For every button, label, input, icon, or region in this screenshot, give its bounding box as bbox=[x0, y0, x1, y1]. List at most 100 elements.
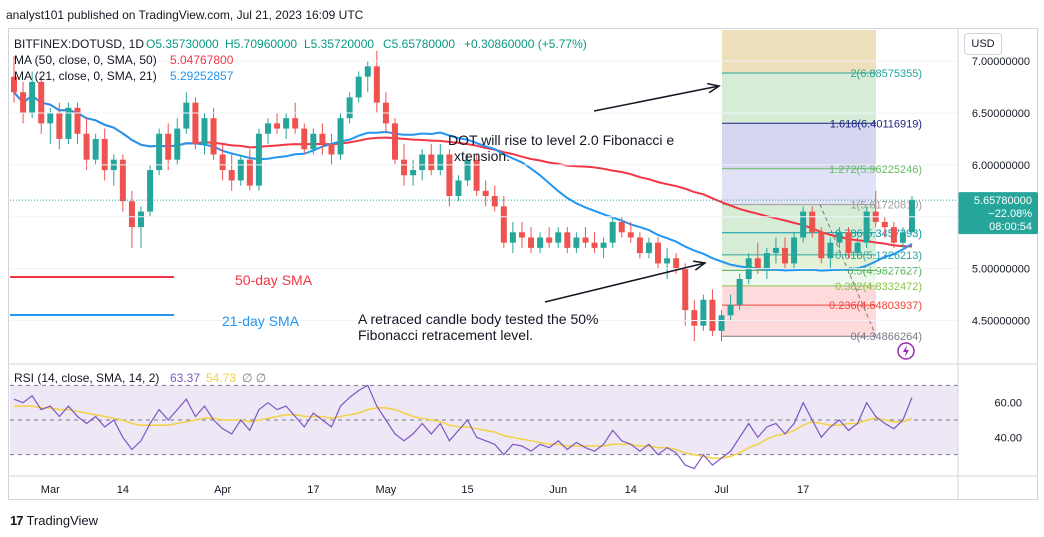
current-price-pct: −22.08% bbox=[988, 208, 1032, 220]
price-axis-label: 6.00000000 bbox=[972, 160, 1030, 172]
candle-body bbox=[56, 113, 63, 139]
rsi-ma-line bbox=[14, 405, 913, 459]
candle-body bbox=[355, 76, 362, 98]
fib-level-label: 0.236(4.64803937) bbox=[829, 300, 922, 312]
candles bbox=[11, 50, 915, 342]
fib-band bbox=[722, 204, 876, 233]
currency-button[interactable]: USD bbox=[964, 33, 1002, 55]
time-axis-label: May bbox=[376, 484, 397, 496]
candle-body bbox=[500, 206, 507, 243]
candle-body bbox=[518, 232, 525, 238]
candle-body bbox=[410, 170, 417, 176]
candle-body bbox=[682, 268, 689, 311]
candle-body bbox=[174, 128, 181, 160]
time-axis-label: 17 bbox=[307, 484, 319, 496]
candle-body bbox=[83, 133, 90, 160]
candle-body bbox=[863, 211, 870, 243]
candle-body bbox=[437, 154, 444, 171]
candle-body bbox=[727, 304, 734, 316]
candle-body bbox=[165, 133, 172, 160]
rsi-axis-label: 60.00 bbox=[994, 398, 1022, 410]
candle-body bbox=[655, 242, 662, 264]
candle-body bbox=[736, 279, 743, 305]
candle-body bbox=[691, 310, 698, 326]
candle-body bbox=[899, 232, 906, 243]
candle-body bbox=[627, 232, 634, 238]
candle-body bbox=[482, 190, 489, 196]
fib-band bbox=[722, 270, 876, 286]
candle-body bbox=[65, 107, 72, 139]
candle-body bbox=[264, 123, 271, 134]
candle-body bbox=[800, 211, 807, 238]
candle-body bbox=[29, 81, 36, 113]
fib-level-label: 2(6.88575355) bbox=[850, 68, 922, 80]
arrow-to-extension-head bbox=[707, 82, 721, 94]
top-bar: analyst101 published on TradingView.com,… bbox=[0, 0, 1044, 30]
tv-logo-icon: 17 bbox=[10, 513, 24, 528]
candle-body bbox=[128, 201, 135, 228]
candle-body bbox=[673, 258, 680, 269]
candle-body bbox=[119, 159, 126, 202]
candle-body bbox=[201, 118, 208, 145]
ma50-value: 5.04767800 bbox=[170, 53, 234, 67]
candle-body bbox=[137, 211, 144, 228]
candle-body bbox=[92, 138, 99, 160]
candle-body bbox=[255, 133, 262, 186]
symbol-name: BITFINEX:DOTUSD, 1D bbox=[14, 37, 144, 51]
time-axis-label: Mar bbox=[41, 484, 60, 496]
candle-body bbox=[38, 81, 45, 124]
candle-body bbox=[818, 232, 825, 259]
current-price-countdown: 08:00:54 bbox=[989, 221, 1032, 233]
ma21-label: MA (21, close, 0, SMA, 21) bbox=[14, 69, 157, 83]
candle-body bbox=[582, 237, 589, 243]
candle-body bbox=[618, 221, 625, 233]
current-price-tag bbox=[958, 192, 1038, 235]
fib-band bbox=[722, 123, 876, 169]
rsi-value: 63.37 bbox=[170, 371, 200, 385]
candle-body bbox=[401, 159, 408, 176]
candle-body bbox=[246, 159, 253, 186]
candle-body bbox=[836, 232, 843, 243]
candle-body bbox=[881, 221, 888, 228]
change-value: +0.30860000 (+5.77%) bbox=[464, 37, 587, 51]
candle-body bbox=[827, 242, 834, 259]
fib-band bbox=[722, 168, 876, 205]
candle-body bbox=[600, 242, 607, 248]
candle-body bbox=[147, 170, 154, 212]
candle-body bbox=[446, 154, 453, 196]
candle-body bbox=[346, 97, 353, 119]
candle-body bbox=[301, 128, 308, 150]
candle-body bbox=[782, 247, 789, 264]
candle-body bbox=[156, 133, 163, 171]
publish-line: analyst101 published on TradingView.com,… bbox=[6, 8, 364, 22]
time-axis-label: Jul bbox=[714, 484, 728, 496]
candle-body bbox=[555, 232, 562, 243]
rsi-pane bbox=[10, 384, 958, 470]
candle-body bbox=[791, 237, 798, 264]
candle-body bbox=[491, 196, 498, 207]
lightning-icon[interactable] bbox=[897, 342, 915, 360]
candle-body bbox=[664, 258, 671, 264]
candle-body bbox=[74, 107, 81, 134]
candle-body bbox=[546, 237, 553, 243]
rsi-line bbox=[13, 384, 913, 470]
ohlc-low: L5.35720000 bbox=[304, 37, 374, 51]
tradingview-logo: 17 TradingView bbox=[10, 513, 98, 528]
ohlc-high: H5.70960000 bbox=[225, 37, 297, 51]
candle-body bbox=[391, 123, 398, 160]
candle-body bbox=[319, 133, 326, 145]
candle-body bbox=[718, 315, 725, 331]
time-axis-label: 14 bbox=[117, 484, 129, 496]
candle-body bbox=[636, 237, 643, 254]
time-axis-label: 15 bbox=[461, 484, 473, 496]
time-axis-label: 17 bbox=[797, 484, 809, 496]
axes: 7.000000006.500000006.000000005.50000000… bbox=[8, 28, 1038, 500]
candle-body bbox=[763, 253, 770, 269]
candle-body bbox=[754, 258, 761, 269]
time-axis-label: 14 bbox=[625, 484, 637, 496]
fib-band bbox=[722, 30, 876, 73]
candle-body bbox=[219, 154, 226, 171]
candle-body bbox=[591, 242, 598, 248]
annotations: 50-day SMA 21-day SMA DOT will rise to lev… bbox=[10, 82, 721, 343]
